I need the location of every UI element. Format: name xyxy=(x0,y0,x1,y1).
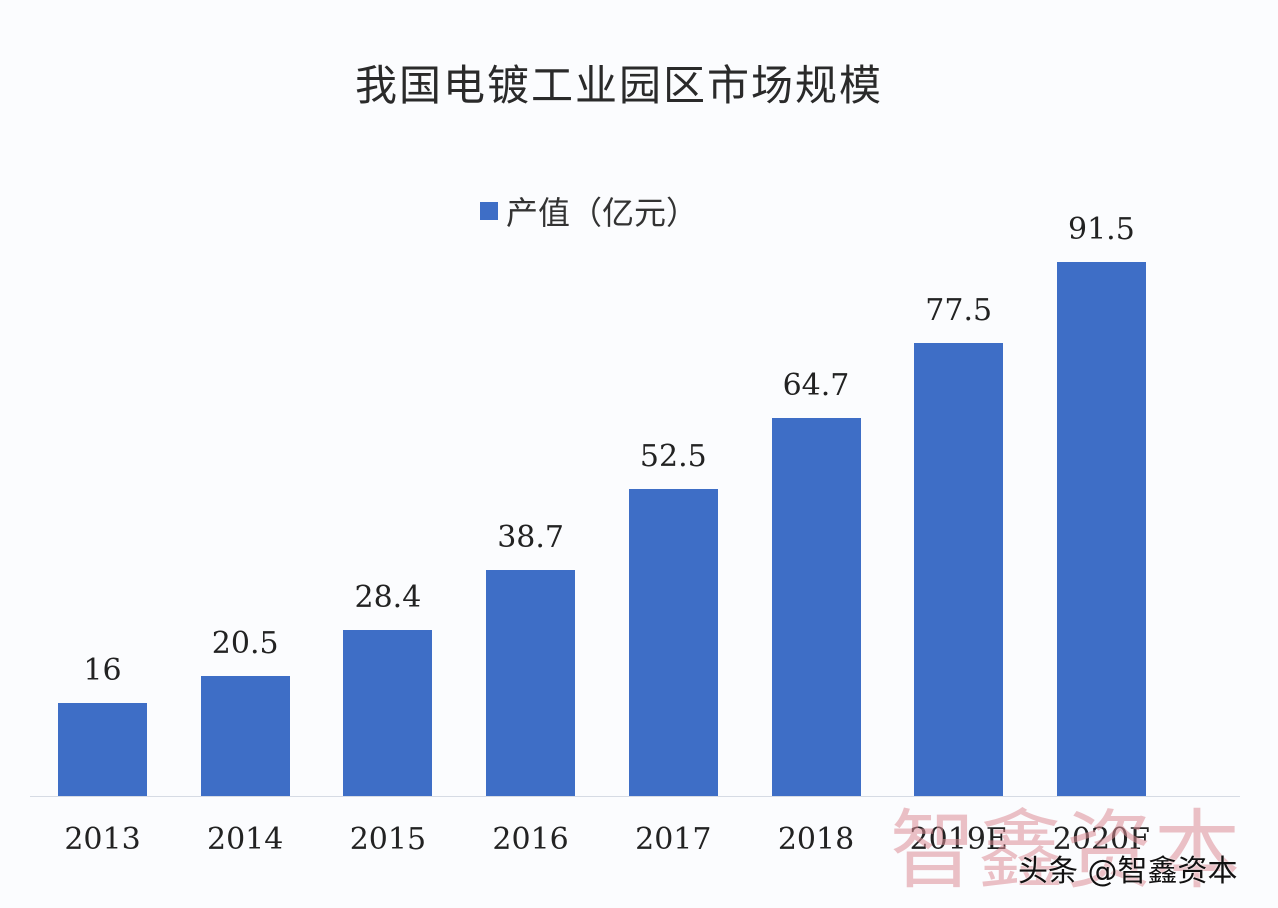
bar-2017 xyxy=(628,489,718,796)
x-axis-line xyxy=(30,796,1240,797)
bar-2015 xyxy=(343,630,433,796)
value-label: 28.4 xyxy=(354,580,422,616)
value-label: 91.5 xyxy=(1067,211,1135,247)
bar-2019E xyxy=(914,343,1004,796)
x-tick-label: 2019E xyxy=(909,822,1008,857)
bar-2020F xyxy=(1056,261,1146,796)
x-tick-label: 2018 xyxy=(777,822,855,857)
watermark-large: 智鑫资本 xyxy=(890,801,1242,901)
value-label: 20.5 xyxy=(211,626,279,662)
watermark-small: 头条 @智鑫资本 xyxy=(1018,854,1238,889)
chart-title: 我国电镀工业园区市场规模 xyxy=(354,61,883,110)
bar-2016 xyxy=(486,569,576,796)
value-label: 16 xyxy=(83,652,122,688)
x-tick-label: 2014 xyxy=(207,822,284,857)
x-tick-label: 2015 xyxy=(349,822,427,857)
x-tick-label: 2013 xyxy=(64,822,141,857)
legend: 产值（亿元） xyxy=(480,188,698,234)
value-label: 64.7 xyxy=(782,368,850,404)
legend-label: 产值（亿元） xyxy=(506,194,699,232)
value-label: 38.7 xyxy=(497,519,564,555)
x-tick-label: 2017 xyxy=(635,822,712,857)
bar-2014 xyxy=(200,676,290,796)
bar-2018 xyxy=(771,418,861,796)
x-tick-label: 2020F xyxy=(1052,822,1150,857)
value-label: 77.5 xyxy=(925,293,993,329)
value-label: 52.5 xyxy=(639,439,707,475)
x-tick-label: 2016 xyxy=(492,822,569,857)
bar-2013 xyxy=(58,702,147,796)
legend-swatch-icon xyxy=(480,202,498,220)
